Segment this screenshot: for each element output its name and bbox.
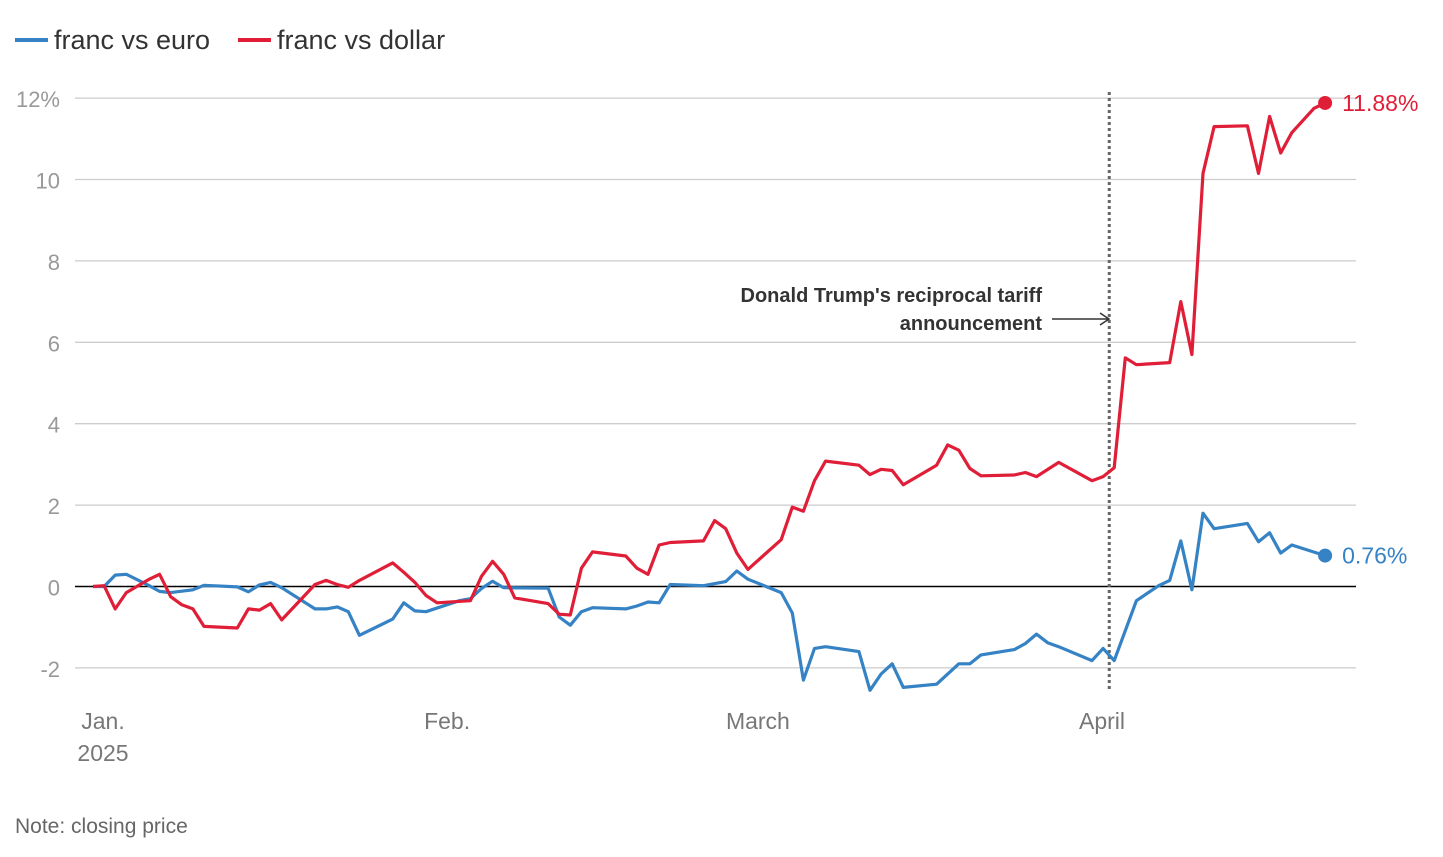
legend-label-euro: franc vs euro (54, 25, 210, 55)
x-tick-label: Feb. (424, 708, 470, 734)
legend-label-dollar: franc vs dollar (277, 25, 445, 55)
y-tick-label: 4 (48, 413, 60, 438)
x-tick-label-year: 2025 (77, 740, 128, 766)
annotation-arrow-head (1099, 312, 1111, 326)
series-line-dollar (92, 101, 1326, 630)
x-tick-label: April (1079, 708, 1125, 734)
x-tick-label: Jan. (81, 708, 124, 734)
y-tick-label: 10 (36, 169, 60, 194)
series-line-euro (93, 511, 1326, 692)
x-tick-label: March (726, 708, 790, 734)
y-tick-label: 0 (48, 576, 60, 601)
end-point-euro (1318, 548, 1333, 563)
y-tick-label: -2 (40, 657, 60, 682)
footnote: Note: closing price (15, 815, 188, 838)
x-axis-ticks: Jan. 2025 Feb. March April (77, 708, 1125, 766)
annotation-line-1: Donald Trump's reciprocal tariff (741, 285, 1043, 307)
end-label-dollar: 11.88% (1342, 90, 1418, 116)
legend: franc vs euro franc vs dollar (15, 25, 445, 55)
y-axis-ticks: -2 0 2 4 6 8 10 12% (16, 87, 60, 682)
y-grid (75, 97, 1356, 669)
y-tick-label: 12% (16, 87, 60, 112)
y-tick-label: 6 (48, 331, 60, 356)
end-point-dollar (1318, 95, 1333, 110)
annotation: Donald Trump's reciprocal tariff announc… (741, 285, 1111, 335)
annotation-line-2: announcement (900, 313, 1043, 335)
y-tick-label: 8 (48, 250, 60, 275)
end-label-euro: 0.76% (1342, 543, 1407, 569)
y-tick-label: 2 (48, 494, 60, 519)
